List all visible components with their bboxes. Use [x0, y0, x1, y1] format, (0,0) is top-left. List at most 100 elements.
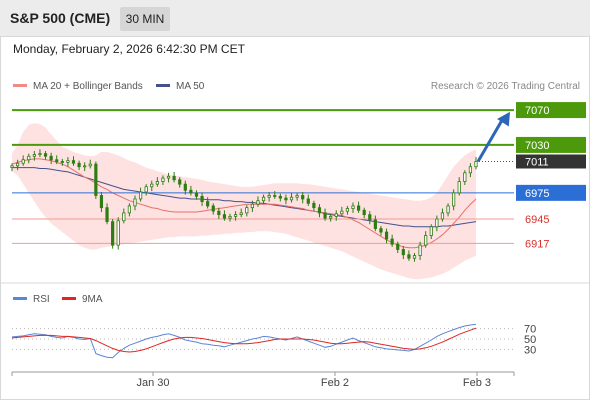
candle-body: [105, 207, 109, 223]
candle-body: [323, 212, 327, 219]
legend-ma50: MA 50: [156, 81, 204, 92]
ma50-label: MA 50: [176, 81, 205, 92]
candle-body: [211, 205, 215, 212]
rsi-tick-label-30: 30: [524, 344, 536, 356]
rsi-ma-swatch: [62, 296, 76, 300]
candle-body: [15, 162, 20, 167]
candle-body: [362, 209, 366, 216]
candle-body: [317, 207, 322, 214]
candle-body: [384, 231, 389, 240]
candles-layer: [10, 149, 478, 262]
rsi-ma-label: 9MA: [82, 294, 103, 305]
candle-body: [217, 210, 221, 216]
candle-body: [222, 214, 227, 219]
header-bar: S&P 500 (CME) 30 MIN: [0, 0, 590, 37]
candle-body: [116, 220, 120, 246]
candle-body: [273, 195, 277, 197]
candle-body: [390, 238, 394, 245]
rsi-tick-label-70: 70: [524, 324, 536, 336]
candle-body: [38, 153, 42, 156]
candle-body: [21, 159, 25, 164]
candle-body: [301, 195, 305, 200]
x-tick-label: Feb 2: [321, 377, 349, 389]
pivot-label-6975: 6975: [525, 188, 549, 200]
candle-body: [474, 161, 478, 168]
support-label-6945: 6945: [525, 214, 549, 226]
candle-body: [245, 207, 249, 214]
x-axis-layer: Jan 30 Feb 2 Feb 3: [11, 371, 515, 389]
candle-body: [99, 195, 104, 209]
candle-body: [43, 153, 48, 157]
candle-body: [66, 160, 70, 163]
ma50-line: [12, 167, 477, 228]
candle-body: [27, 155, 31, 161]
timeframe-badge[interactable]: 30 MIN: [120, 7, 170, 31]
candle-body: [440, 212, 445, 220]
candle-body: [239, 212, 243, 216]
bollinger-band-layer: [12, 123, 476, 280]
candle-body: [228, 215, 232, 219]
candle-body: [250, 203, 254, 209]
candle-body: [351, 205, 355, 209]
rsi-line: [11, 323, 477, 359]
candle-body: [161, 177, 165, 182]
candle-body: [267, 195, 271, 198]
x-tick-label: Feb 3: [463, 377, 491, 389]
candle-body: [133, 198, 137, 207]
bollinger-band-fill: [12, 123, 476, 280]
instrument-title: S&P 500 (CME): [10, 10, 111, 26]
last-price-label-box: [516, 154, 586, 169]
candle-body: [368, 214, 372, 221]
candle-body: [334, 213, 338, 217]
candle-body: [407, 254, 411, 259]
candle-body: [412, 255, 417, 259]
candle-body: [435, 218, 439, 228]
candle-body: [155, 181, 159, 185]
candle-body: [183, 183, 187, 191]
candle-body: [127, 205, 131, 214]
rsi-tick-label-50: 50: [524, 334, 536, 346]
candle-body: [194, 192, 199, 197]
candle-body: [345, 208, 350, 212]
candle-body: [200, 195, 204, 202]
rsi-ma-line: [11, 327, 477, 353]
candle-body: [312, 202, 316, 209]
candle-body: [49, 155, 53, 161]
candle-body: [284, 197, 288, 201]
candle-body: [379, 228, 383, 233]
candle-body: [295, 195, 299, 198]
candle-body: [424, 235, 428, 246]
candle-body: [278, 195, 282, 199]
candle-body: [138, 191, 143, 200]
candle-body: [206, 201, 210, 207]
candle-body: [261, 196, 266, 202]
candle-body: [446, 205, 450, 214]
candle-body: [94, 163, 98, 196]
forecast-arrow-shaft: [476, 116, 506, 163]
candle-body: [178, 179, 182, 185]
candle-body: [172, 175, 176, 181]
rsi-label: RSI: [33, 294, 50, 305]
candle-body: [373, 219, 377, 229]
forecast-arrow-head: [497, 111, 510, 127]
rsi-swatch: [13, 296, 27, 300]
candle-body: [111, 221, 115, 246]
candle-body: [256, 200, 260, 205]
candle-body: [396, 243, 400, 250]
candle-body: [429, 226, 433, 236]
candle-body: [77, 162, 81, 168]
candle-body: [60, 161, 64, 163]
bb-swatch: [13, 83, 27, 87]
candle-body: [144, 186, 148, 193]
resistance-label-box-7030: [516, 136, 586, 153]
resistance-label-7070: 7070: [525, 105, 549, 117]
resistance-label-7030: 7030: [525, 140, 549, 152]
candle-body: [468, 166, 473, 174]
candle-body: [306, 198, 310, 204]
ma50-swatch: [156, 83, 170, 87]
resistance-label-box-7070: [516, 102, 586, 119]
candle-body: [340, 210, 344, 215]
candle-body: [452, 192, 456, 207]
candle-body: [463, 172, 467, 182]
